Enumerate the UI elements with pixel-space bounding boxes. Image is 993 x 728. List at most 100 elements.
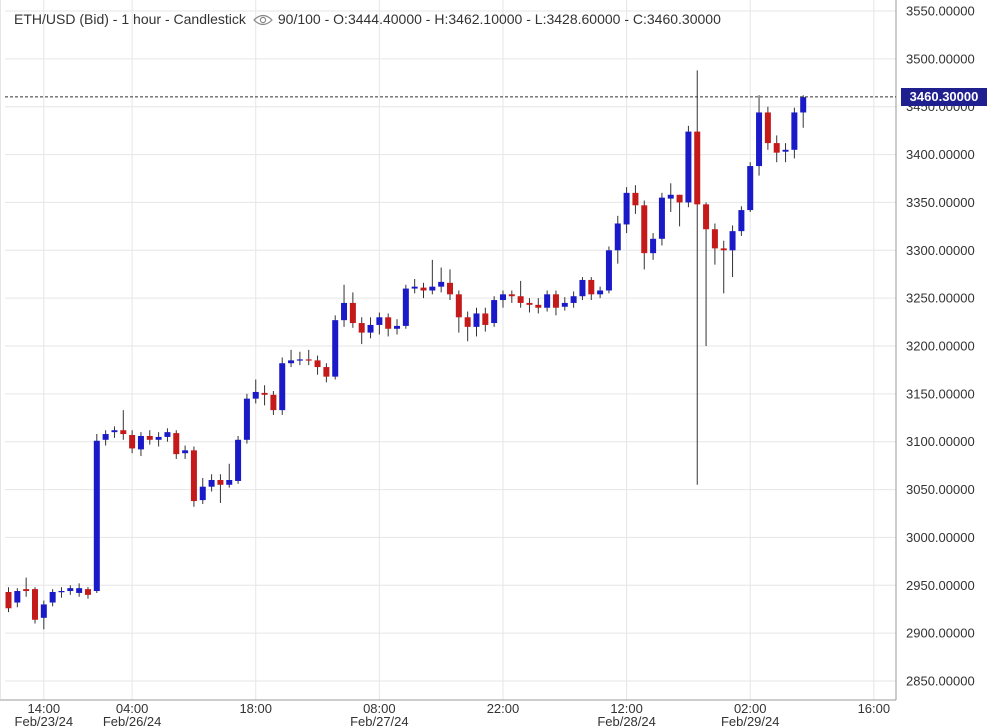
candle[interactable] [199,478,206,504]
y-tick-label: 2850.00000 [906,674,975,689]
candle[interactable] [67,585,74,595]
candle[interactable] [288,349,295,368]
candle[interactable] [226,463,233,488]
candle[interactable] [597,286,604,299]
candle[interactable] [491,296,498,327]
timeframe-label[interactable]: 1 hour [121,11,162,27]
candle[interactable] [676,194,683,227]
candle[interactable] [667,183,674,212]
candle[interactable] [305,349,312,366]
candle[interactable] [747,162,754,212]
candle[interactable] [632,185,639,214]
candle[interactable] [84,587,91,599]
candle[interactable] [137,432,144,457]
candle-body-down [632,192,639,206]
candle[interactable] [773,135,780,163]
candle[interactable] [261,385,268,406]
candle[interactable] [605,246,612,294]
candle[interactable] [323,363,330,383]
candle[interactable] [341,284,348,327]
candle[interactable] [552,290,559,316]
candle[interactable] [31,587,38,624]
candle[interactable] [782,143,789,163]
candle[interactable] [447,269,453,301]
candle[interactable] [517,280,524,308]
x-tick-date-label: Feb/23/24 [15,714,74,728]
candle[interactable] [367,317,374,339]
candle[interactable] [711,223,718,265]
candle[interactable] [526,298,533,313]
candle[interactable] [217,474,224,503]
candle[interactable] [5,587,12,613]
candle[interactable] [349,292,356,328]
candle[interactable] [464,311,471,342]
candle[interactable] [579,277,586,301]
candle[interactable] [499,290,506,308]
candle[interactable] [208,474,215,492]
candle[interactable] [76,583,83,597]
candle[interactable] [703,202,710,346]
candle[interactable] [243,393,250,444]
candle[interactable] [544,290,551,312]
candle[interactable] [164,428,171,442]
candle[interactable] [738,206,745,236]
chart-style-label[interactable]: Candlestick [173,11,246,27]
candle[interactable] [190,446,197,507]
candle[interactable] [93,434,100,593]
candle[interactable] [23,577,30,597]
candle[interactable] [508,290,515,303]
candle[interactable] [720,240,727,294]
candle[interactable] [791,107,798,159]
candle[interactable] [102,430,109,446]
candle[interactable] [120,410,127,440]
candle[interactable] [394,319,401,335]
candle[interactable] [658,192,665,246]
candle[interactable] [623,187,630,234]
candle[interactable] [402,284,409,329]
candle[interactable] [438,267,445,293]
candle[interactable] [314,355,321,375]
candle[interactable] [455,290,462,333]
candle[interactable] [111,426,118,438]
candle[interactable] [561,297,568,311]
candle[interactable] [685,125,692,208]
candle[interactable] [756,95,763,176]
candle[interactable] [411,279,418,294]
candle[interactable] [641,200,648,270]
candle[interactable] [14,588,21,608]
candle[interactable] [473,307,480,337]
candle[interactable] [182,445,189,459]
candle[interactable] [155,432,162,447]
candle[interactable] [40,600,47,630]
candle[interactable] [358,317,365,345]
candle[interactable] [535,298,542,314]
candle[interactable] [385,313,392,337]
candle[interactable] [173,430,180,459]
candle[interactable] [58,587,65,598]
candle[interactable] [332,315,339,380]
candle[interactable] [129,430,136,454]
candle[interactable] [764,106,771,150]
candle[interactable] [296,351,303,366]
candle[interactable] [729,225,736,278]
candle[interactable] [146,430,153,445]
candle[interactable] [429,259,436,295]
candle[interactable] [482,307,489,332]
candle[interactable] [376,312,383,335]
candle[interactable] [650,233,657,260]
candle[interactable] [270,390,277,415]
candle[interactable] [49,589,56,607]
candle[interactable] [420,282,427,299]
candle[interactable] [252,379,259,404]
candle[interactable] [235,435,242,484]
candle[interactable] [279,357,286,415]
candle[interactable] [800,95,807,128]
eye-icon[interactable] [253,14,273,26]
candle[interactable] [614,215,621,264]
candle[interactable] [570,291,577,308]
candle[interactable] [588,277,595,301]
candle-body-down [703,204,710,230]
candle[interactable] [694,70,701,485]
